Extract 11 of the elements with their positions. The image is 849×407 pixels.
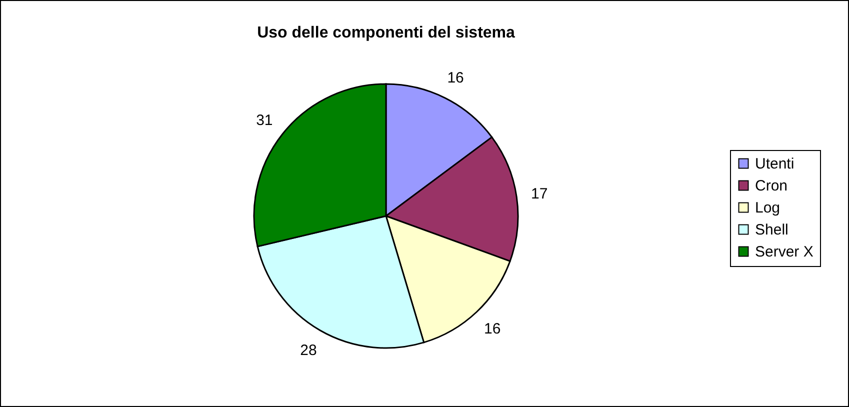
data-label: 28 [300,342,317,360]
legend-label: Cron [755,178,788,194]
data-label: 16 [484,320,501,338]
chart-title: Uso delle componenti del sistema [257,24,516,42]
legend-label: Log [755,200,780,216]
data-label: 31 [256,112,273,129]
legend-label: Shell [755,222,788,238]
data-label: 16 [447,69,464,86]
legend-label: Utenti [755,156,794,172]
data-label: 17 [531,186,548,203]
legend-label: Server X [755,244,814,260]
